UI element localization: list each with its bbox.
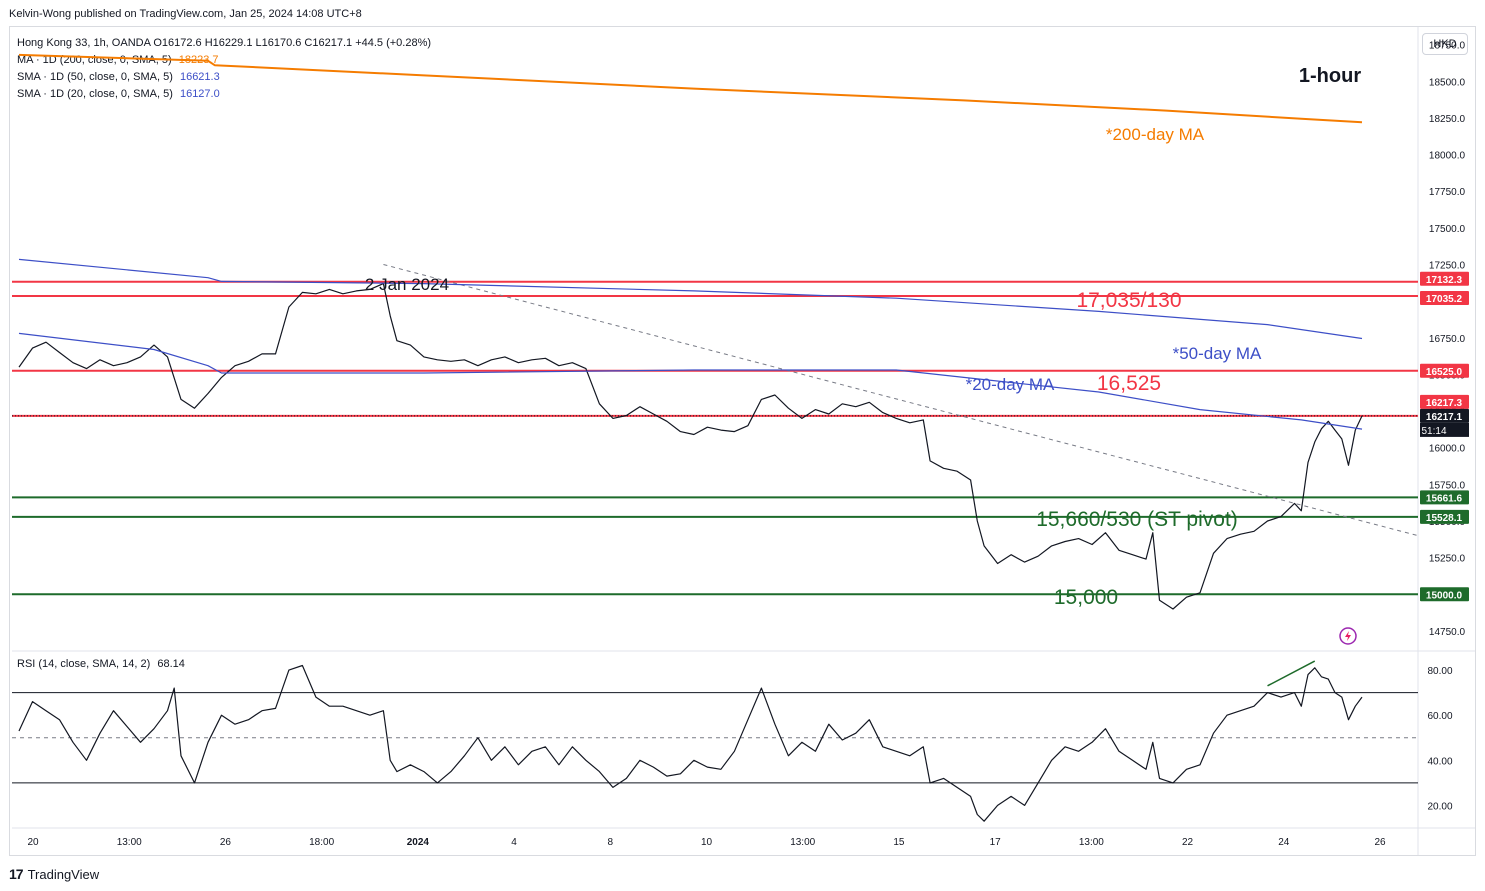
rsi-legend-value: 68.14: [157, 658, 185, 670]
tradingview-logo-icon: 17: [9, 866, 24, 882]
sma20-legend: SMA · 1D (20, close, 0, SMA, 5) 16127.0: [17, 86, 431, 103]
ma200-legend: MA · 1D (200, close, 0, SMA, 5) 18223.7: [17, 52, 431, 69]
symbol-legend: Hong Kong 33, 1h, OANDA O16172.6 H16229.…: [17, 37, 432, 49]
rsi-legend-label: RSI (14, close, SMA, 14, 2): [17, 658, 151, 670]
chart-frame: [9, 26, 1476, 856]
sma50-legend-label: SMA · 1D (50, close, 0, SMA, 5): [17, 71, 173, 83]
currency-button[interactable]: HKD: [1422, 33, 1468, 55]
sma50-legend: SMA · 1D (50, close, 0, SMA, 5) 16621.3: [17, 69, 431, 86]
rsi-legend: RSI (14, close, SMA, 14, 2) 68.14: [17, 658, 185, 670]
footer: 17 TradingView: [9, 866, 99, 882]
sma50-legend-value: 16621.3: [179, 71, 220, 83]
publisher-caption: Kelvin-Wong published on TradingView.com…: [9, 8, 362, 20]
sma20-legend-value: 16127.0: [179, 88, 220, 100]
chart-legend: Hong Kong 33, 1h, OANDA O16172.6 H16229.…: [17, 35, 431, 103]
sma20-legend-label: SMA · 1D (20, close, 0, SMA, 5): [17, 88, 173, 100]
footer-brand: TradingView: [27, 866, 100, 882]
ma200-legend-label: MA · 1D (200, close, 0, SMA, 5): [17, 54, 172, 66]
ma200-legend-value: 18223.7: [178, 54, 219, 66]
